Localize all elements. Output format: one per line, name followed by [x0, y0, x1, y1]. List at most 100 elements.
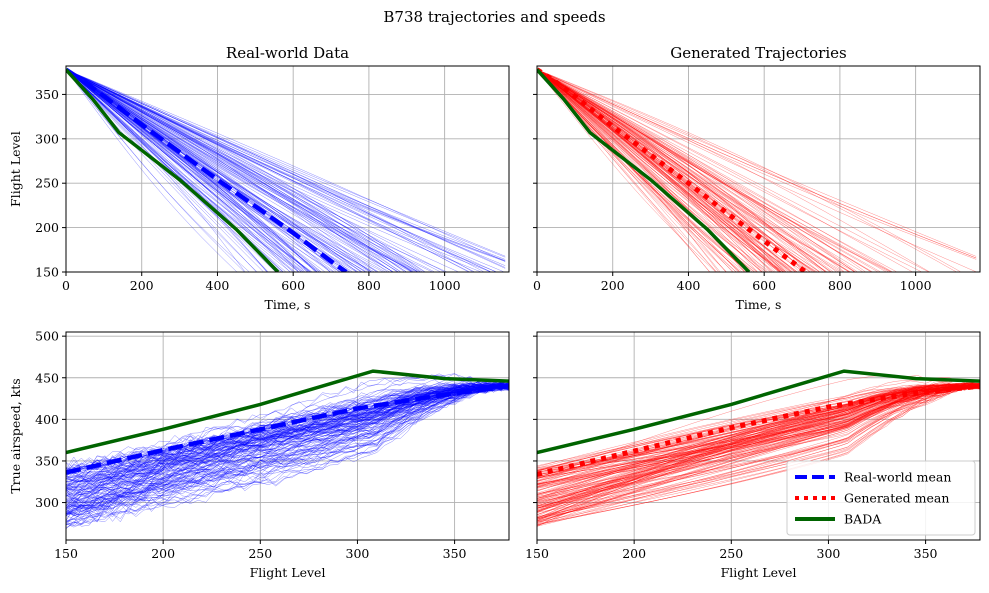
ensemble-line — [66, 386, 509, 508]
ensemble-line — [66, 385, 509, 509]
ensemble-line — [66, 384, 509, 470]
ensemble-line — [537, 386, 980, 523]
ensemble-line — [537, 69, 750, 272]
ensemble-line — [66, 69, 426, 272]
ensemble-line — [66, 380, 509, 483]
ensemble-line — [66, 69, 506, 269]
ensemble-line — [66, 382, 509, 510]
ensemble-line — [66, 383, 509, 477]
ensemble-line — [66, 69, 320, 272]
ensemble-line — [66, 69, 398, 272]
ensemble-line — [537, 382, 980, 509]
x-tick-label: 200 — [622, 546, 646, 561]
ensemble-line — [537, 383, 980, 478]
ensemble-line — [66, 69, 331, 272]
series-bada — [537, 369, 980, 455]
ensemble-line — [537, 383, 980, 472]
ensemble-line — [537, 383, 980, 507]
series-real-world-mean — [66, 67, 348, 272]
ensemble-line — [537, 385, 980, 520]
ensemble-line — [66, 383, 509, 497]
subplot-top-right: 0 200 400 600 800 1000 Generated Trajectories T… — [533, 44, 981, 312]
series-top-left — [66, 67, 348, 272]
ensemble-line — [66, 383, 509, 501]
ensemble-line — [537, 69, 872, 272]
ensemble-line — [66, 69, 422, 272]
ensemble-line — [66, 385, 509, 530]
ensemble-line — [537, 383, 980, 512]
ensemble-line — [66, 386, 509, 489]
ensemble-line — [537, 69, 852, 272]
ensemble-line — [66, 69, 497, 272]
ensemble-line — [66, 384, 509, 503]
series-bada — [66, 369, 509, 455]
ensemble-line — [537, 69, 873, 272]
x-tick-label: 250 — [719, 546, 743, 561]
ensemble-line — [537, 383, 980, 496]
ensemble-line — [537, 69, 786, 272]
x-tick-label: 800 — [357, 278, 381, 293]
ensemble-line — [66, 381, 509, 517]
ensemble-line — [66, 373, 509, 499]
ensemble-line — [66, 382, 509, 516]
ensemble-line — [66, 69, 413, 272]
ensemble-line — [66, 69, 304, 272]
ensemble-line — [66, 384, 509, 513]
ensemble-line — [537, 383, 980, 513]
ensemble-line — [66, 383, 509, 486]
ensemble-line — [537, 383, 980, 524]
ensemble-line — [66, 383, 509, 523]
ensemble-line — [66, 388, 509, 504]
ensemble-line — [66, 69, 446, 272]
ensemble-line — [66, 384, 509, 479]
ensemble-line — [537, 69, 831, 272]
ensemble-line — [66, 69, 326, 272]
ensemble-line — [66, 383, 509, 486]
ensemble-line — [537, 385, 980, 519]
ensemble-line — [537, 69, 771, 272]
ensemble-line — [537, 69, 749, 272]
ensemble-line — [537, 69, 792, 272]
ensemble-line — [66, 381, 509, 507]
x-tick-label: 300 — [817, 546, 841, 561]
ensemble-line — [66, 69, 296, 272]
ensemble-line — [66, 375, 509, 508]
ensemble-line — [66, 382, 509, 514]
ensemble-line — [66, 384, 509, 529]
ensemble-line — [537, 382, 980, 478]
ensemble-line — [537, 69, 765, 272]
ensemble-line — [66, 69, 506, 261]
ensemble-line — [537, 69, 784, 272]
ensemble-line — [537, 384, 980, 517]
x-tick-label: 400 — [677, 278, 701, 293]
ensemble-line — [537, 383, 980, 485]
ensemble-line — [537, 383, 980, 519]
ensemble-line — [66, 69, 284, 272]
ensemble-line — [66, 69, 303, 272]
x-tick-label: 0 — [533, 278, 541, 293]
ensemble-line — [66, 69, 310, 272]
ensemble-line — [66, 382, 509, 488]
ensemble-line — [66, 69, 424, 272]
ensemble-line — [537, 69, 856, 272]
ensemble-line — [537, 384, 980, 511]
ensemble-line — [537, 69, 892, 272]
ensemble-line — [66, 385, 509, 500]
ensemble-line — [537, 385, 980, 512]
ensemble-line — [66, 383, 509, 522]
ensemble-line — [537, 69, 913, 272]
ensemble-line — [537, 69, 851, 272]
ensemble-line — [66, 385, 509, 489]
ensemble-line — [66, 385, 509, 470]
series-bottom-right — [537, 369, 980, 477]
ensemble-line — [66, 386, 509, 487]
ensemble-line — [537, 69, 864, 272]
ensemble-line — [66, 69, 269, 272]
x-tick-label: 1000 — [429, 278, 461, 293]
ensemble-line — [66, 69, 436, 272]
ensemble-line — [537, 381, 980, 468]
ensemble-line — [66, 384, 509, 504]
ensemble-line — [66, 69, 425, 272]
y-tick-label: 350 — [35, 453, 59, 468]
ensemble-line — [537, 383, 980, 499]
